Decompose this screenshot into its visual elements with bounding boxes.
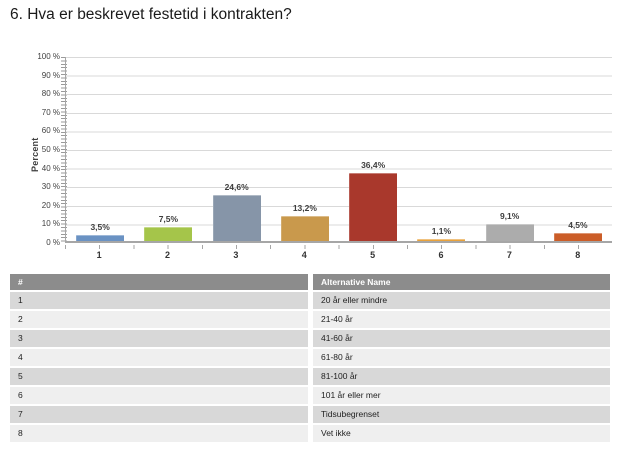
row-number: 4 [10, 349, 308, 366]
table-row: 6 101 år eller mer [10, 387, 610, 404]
table-header-alternative-name: Alternative Name [313, 274, 610, 290]
row-number: 2 [10, 311, 308, 328]
y-tick: 30 % [41, 182, 60, 192]
x-tick: 7 [506, 250, 512, 260]
y-tick: 20 % [41, 200, 60, 210]
table-row: 3 41-60 år [10, 330, 610, 347]
bar-category-6 [417, 239, 466, 241]
x-axis-tick-labels: 1 2 3 4 5 6 7 8 [65, 250, 612, 260]
row-number: 7 [10, 406, 308, 423]
bar-slot: 24,6% [203, 57, 271, 241]
bar-category-3 [212, 195, 261, 241]
bar-category-8 [553, 232, 602, 241]
table-row: 7 Tidsubegrenset [10, 406, 610, 423]
y-axis-minor-ticks [61, 57, 67, 243]
y-axis-tick-labels: 100 % 90 % 80 % 70 % 60 % 50 % 40 % 30 %… [18, 51, 60, 249]
bar-slot: 13,2% [271, 57, 339, 241]
row-alternative-name: 81-100 år [313, 368, 610, 385]
bar-value-label: 1,1% [431, 226, 452, 236]
row-number: 6 [10, 387, 308, 404]
table-header-row: # Alternative Name [10, 274, 610, 290]
row-alternative-name: 20 år eller mindre [313, 292, 610, 309]
bar-category-7 [485, 224, 534, 241]
row-alternative-name: Vet ikke [313, 425, 610, 442]
alternatives-table: # Alternative Name 1 20 år eller mindre … [10, 274, 610, 444]
row-number: 8 [10, 425, 308, 442]
table-row: 8 Vet ikke [10, 425, 610, 442]
table-row: 5 81-100 år [10, 368, 610, 385]
bar-value-label: 7,5% [158, 214, 179, 225]
table-row: 4 61-80 år [10, 349, 610, 366]
bar-category-1 [76, 234, 125, 241]
bar-value-label: 13,2% [292, 203, 317, 214]
bar-slot: 7,5% [134, 57, 202, 241]
x-tick: 3 [233, 250, 239, 260]
y-tick: 40 % [41, 163, 60, 173]
page-title: 6. Hva er beskrevet festetid i kontrakte… [10, 6, 292, 23]
bar-category-2 [144, 227, 193, 241]
bar-chart-plot-area: 3,5% 7,5% 24,6% 13,2% 36,4% 1,1% 9,1% 4 [65, 57, 612, 243]
bar-value-label: 24,6% [224, 182, 249, 193]
bar-category-4 [280, 216, 329, 241]
y-tick: 90 % [41, 70, 60, 80]
x-tick: 6 [438, 250, 444, 260]
y-tick: 10 % [41, 219, 60, 229]
bar-value-label: 36,4% [361, 160, 386, 171]
row-alternative-name: 101 år eller mer [313, 387, 610, 404]
row-alternative-name: 41-60 år [313, 330, 610, 347]
bar-slot: 4,5% [544, 57, 612, 241]
x-tick: 5 [370, 250, 376, 260]
bar-value-label: 3,5% [90, 221, 110, 232]
bar-value-label: 9,1% [499, 211, 520, 222]
bar-slot: 1,1% [407, 57, 475, 241]
x-axis-ticks [65, 245, 612, 249]
y-tick: 50 % [41, 144, 60, 154]
bar-slot: 3,5% [66, 57, 134, 241]
y-tick: 80 % [41, 89, 60, 99]
row-number: 5 [10, 368, 308, 385]
y-tick: 100 % [37, 52, 60, 61]
row-alternative-name: 61-80 år [313, 349, 610, 366]
x-tick: 1 [96, 250, 102, 260]
bar-value-label: 4,5% [568, 219, 588, 230]
table-header-number: # [10, 274, 308, 290]
y-tick: 0 % [46, 237, 60, 247]
row-number: 1 [10, 292, 308, 309]
y-tick: 60 % [41, 126, 60, 136]
table-row: 2 21-40 år [10, 311, 610, 328]
y-axis-title: Percent [30, 137, 40, 173]
row-alternative-name: Tidsubegrenset [313, 406, 610, 423]
x-tick: 4 [301, 250, 307, 260]
table-row: 1 20 år eller mindre [10, 292, 610, 309]
y-tick: 70 % [41, 107, 60, 117]
x-tick: 8 [575, 250, 581, 260]
row-alternative-name: 21-40 år [313, 311, 610, 328]
bar-category-5 [349, 173, 398, 241]
row-number: 3 [10, 330, 308, 347]
bar-slot: 36,4% [339, 57, 407, 241]
bar-slot: 9,1% [476, 57, 544, 241]
x-tick: 2 [165, 250, 171, 260]
